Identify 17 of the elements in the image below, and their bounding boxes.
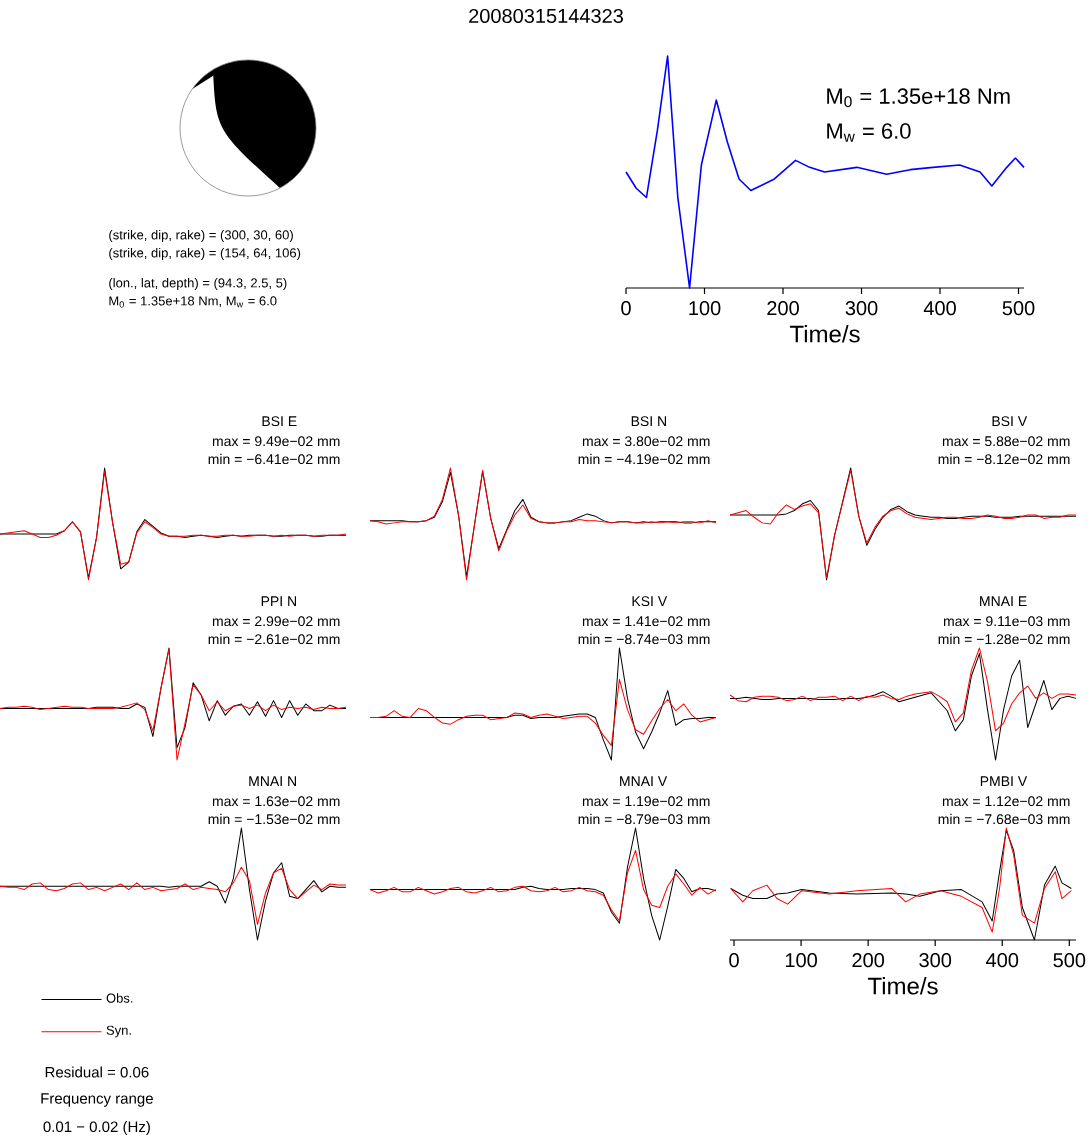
x-tick-label: 500 [1002, 301, 1035, 316]
x-tick-label: 300 [919, 953, 952, 968]
x-tick-label: 300 [845, 301, 878, 316]
x-tick-label: 500 [1053, 953, 1086, 968]
text: 20080315144323 [469, 8, 623, 24]
x-tick-label: 200 [852, 953, 885, 968]
x-axis-title: Time/s [789, 324, 860, 343]
x-tick-label: 400 [923, 301, 956, 316]
x-tick-label: 400 [986, 953, 1019, 968]
x-tick-label: 0 [621, 301, 631, 316]
annotation: M$_{0}$ = 1.35e+18 Nm [827, 88, 1010, 108]
x-tick-label: 200 [767, 301, 799, 316]
x-tick-label: 100 [785, 953, 817, 968]
annotation: M$_{w}$ = 6.0 [827, 123, 911, 142]
x-tick-label: 100 [689, 301, 721, 316]
x-axis-title: Time/s [867, 976, 938, 995]
x-tick-label: 0 [729, 953, 739, 968]
